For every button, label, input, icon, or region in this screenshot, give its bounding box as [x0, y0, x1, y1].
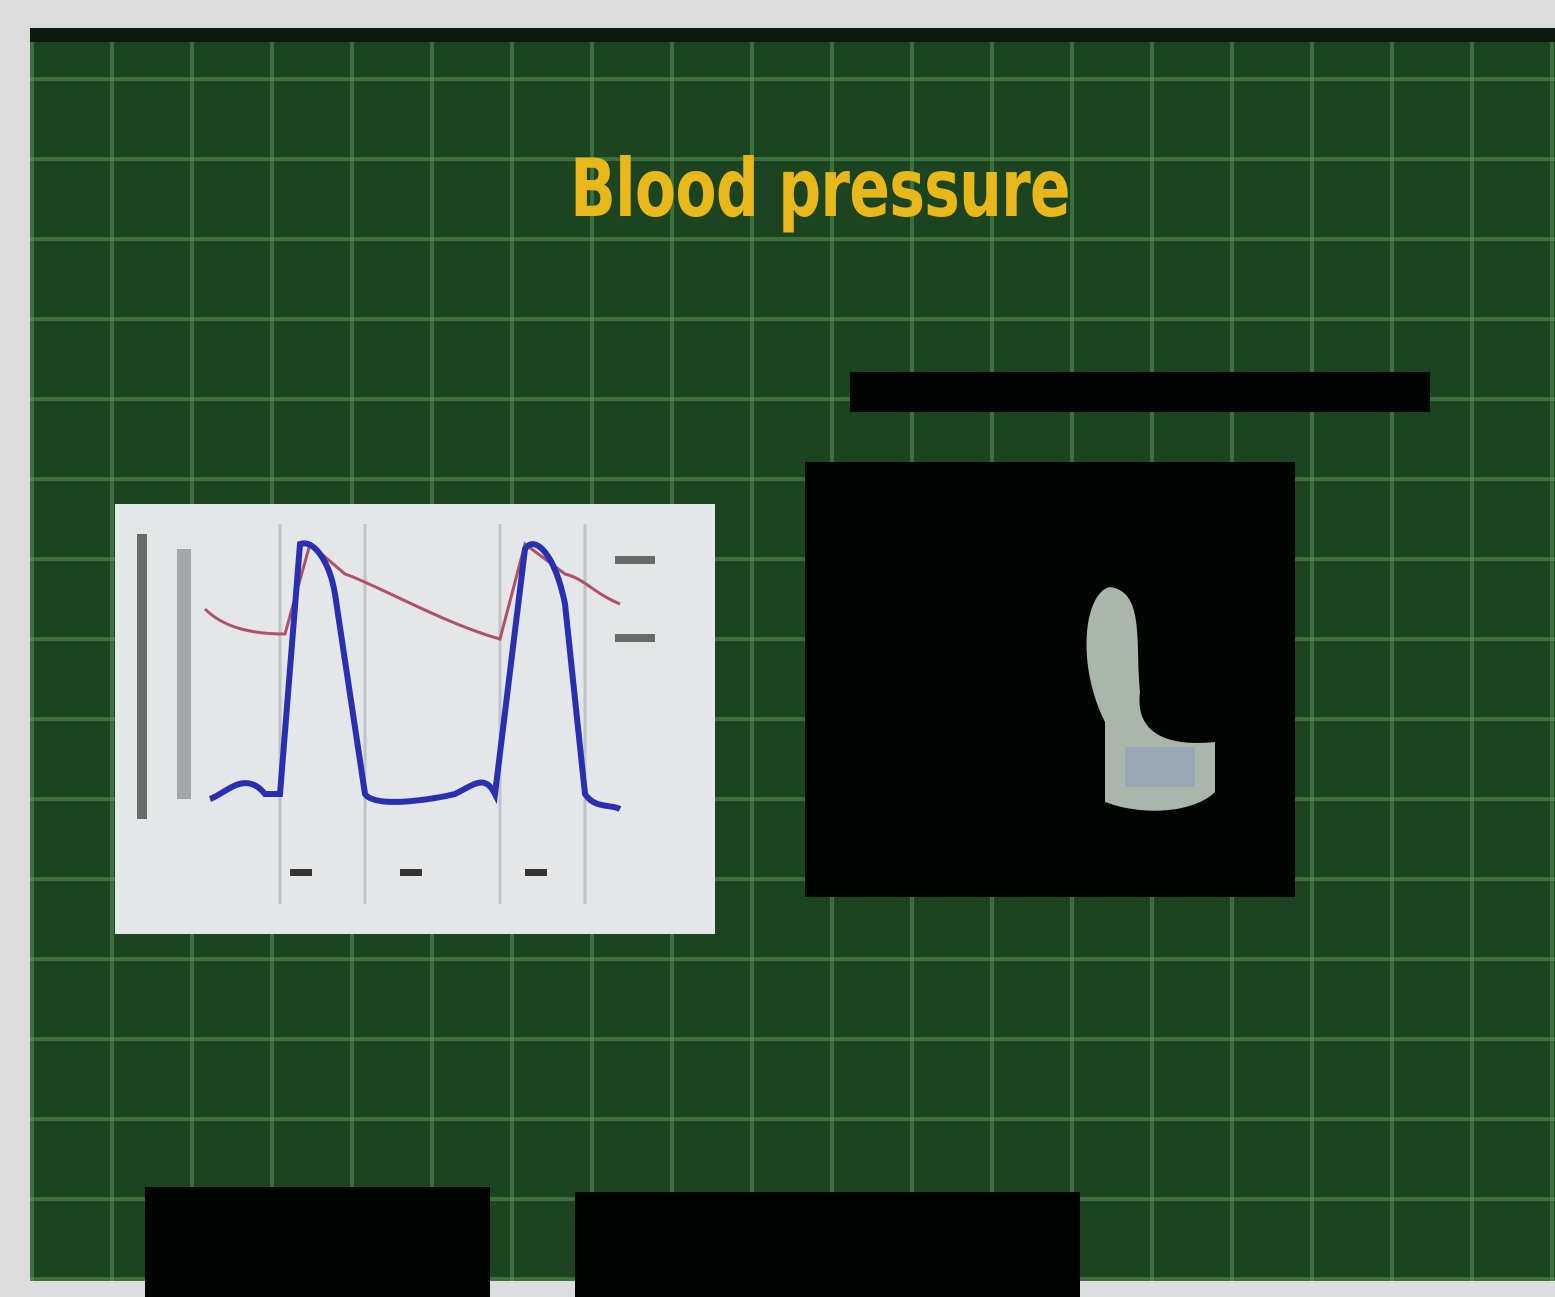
chart-image [115, 504, 715, 934]
image-panel [805, 462, 1295, 897]
heart-image [805, 462, 1295, 897]
chart-illustration [115, 504, 715, 934]
slide-title: Blood pressure [228, 142, 1413, 235]
slide: Blood pressure [30, 28, 1555, 1281]
redacted-bar [850, 372, 1430, 412]
redacted-box [575, 1192, 1080, 1297]
page: Blood pressure (() => { const data = JSO… [0, 0, 1555, 1281]
